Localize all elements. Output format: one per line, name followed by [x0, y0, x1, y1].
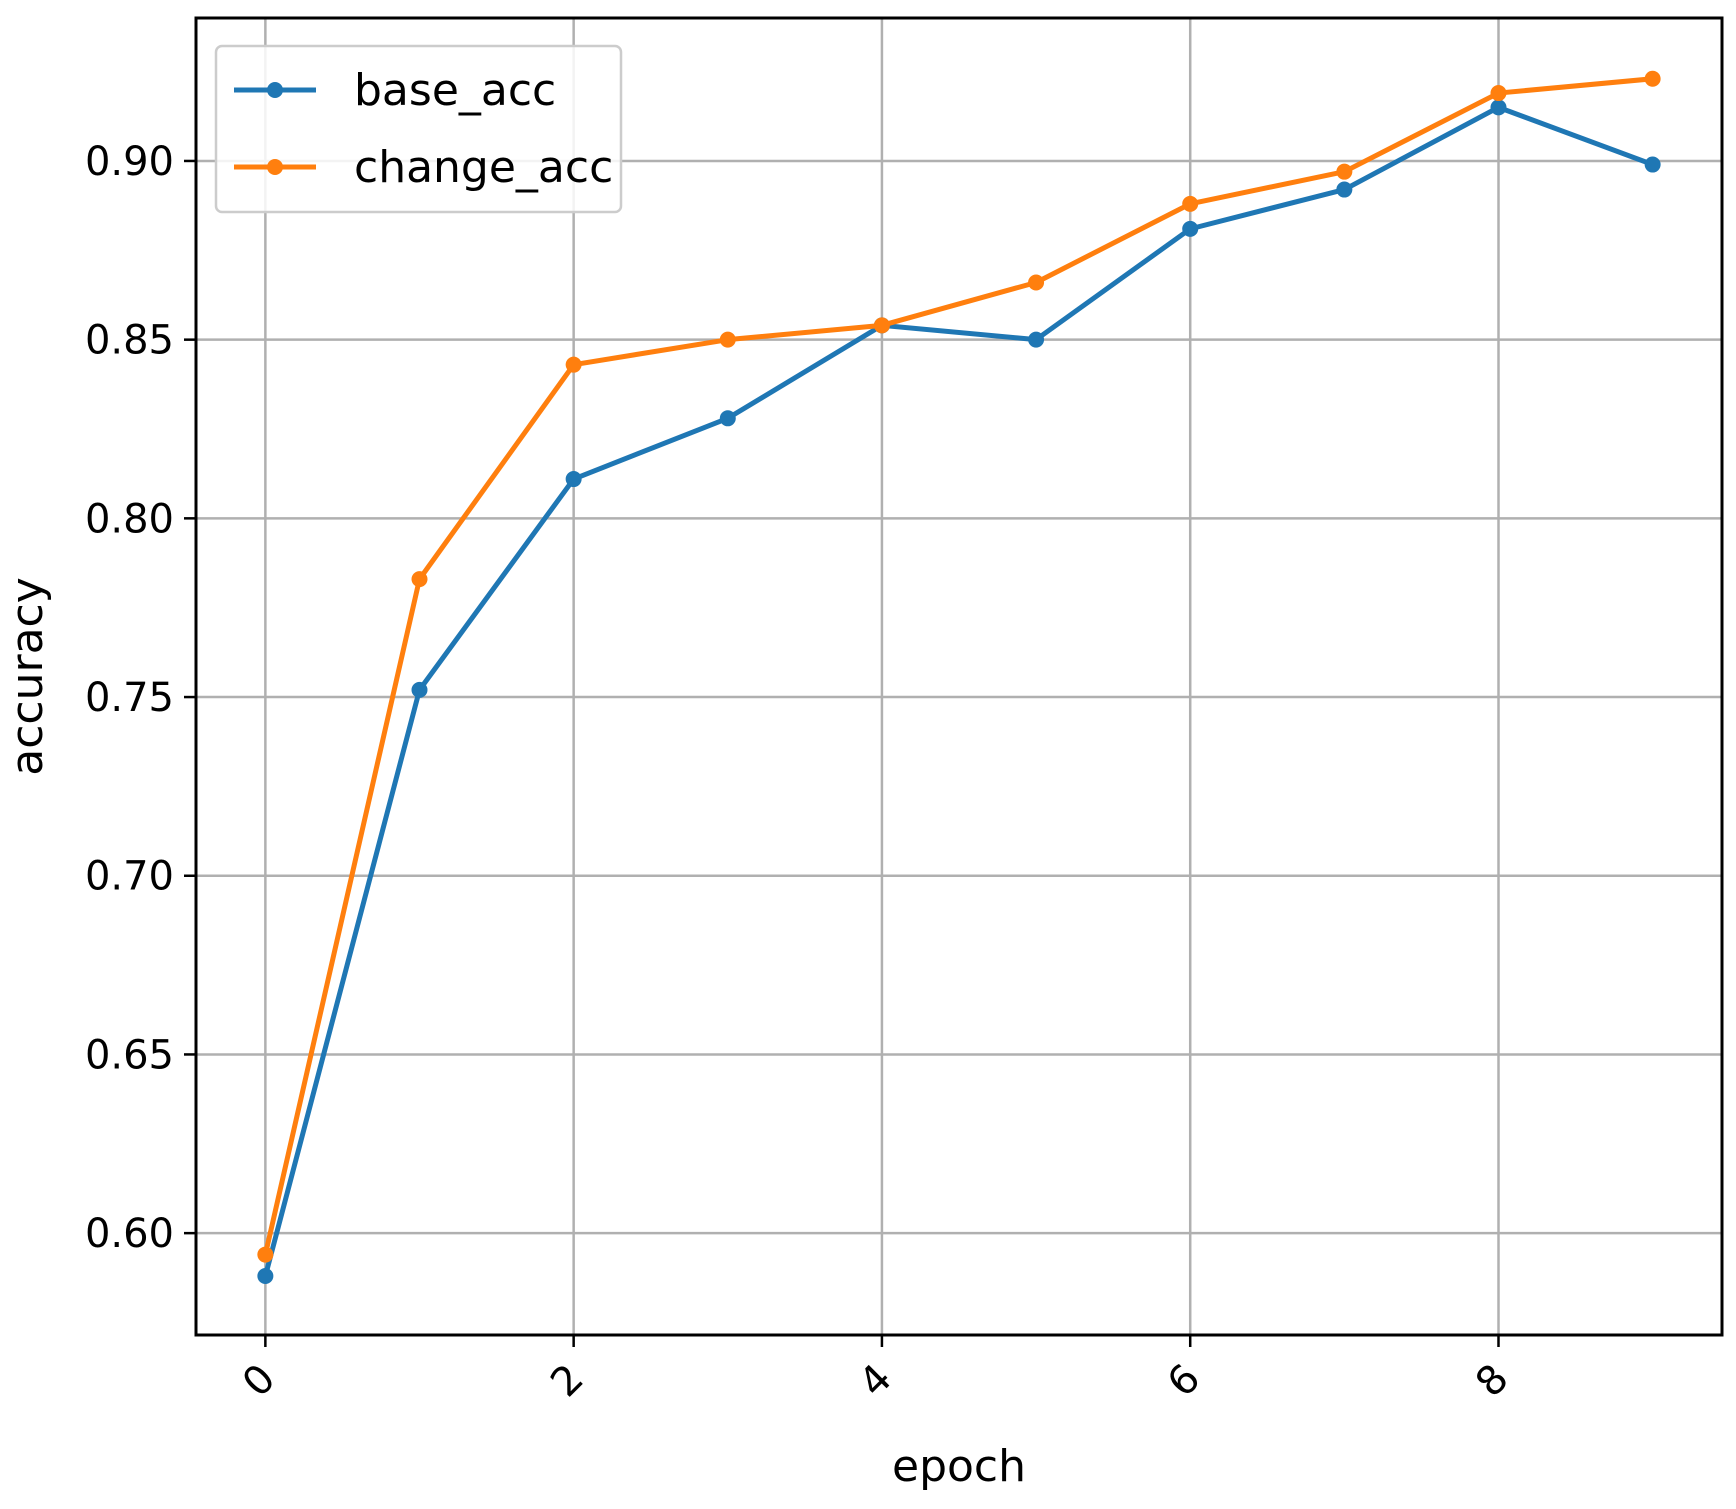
plot-frame	[194, 16, 1724, 1337]
series-group	[257, 70, 1661, 1285]
data-point	[411, 681, 428, 698]
data-point	[873, 317, 890, 334]
y-tick-label: 0.70	[85, 854, 174, 900]
data-point	[1028, 331, 1045, 348]
data-point	[257, 1246, 274, 1263]
data-point	[1182, 220, 1199, 237]
data-point	[1490, 99, 1507, 116]
legend-marker	[267, 82, 283, 98]
data-point	[565, 356, 582, 373]
series-base-acc	[257, 99, 1661, 1285]
data-point	[257, 1268, 274, 1285]
series-change-acc	[257, 70, 1661, 1263]
y-tick-label: 0.60	[85, 1211, 174, 1257]
data-point	[565, 471, 582, 488]
data-point	[1644, 70, 1661, 87]
y-axis-ticks: 0.60 0.65 0.70 0.75 0.80 0.85 0.90	[85, 139, 196, 1257]
y-tick-label: 0.90	[85, 139, 174, 185]
legend-marker	[267, 159, 283, 175]
data-point	[1028, 274, 1045, 291]
y-tick-label: 0.85	[85, 318, 174, 364]
series-line	[262, 104, 1656, 1279]
y-tick-label: 0.75	[85, 675, 174, 721]
series-line	[262, 76, 1656, 1258]
legend-label: base_acc	[354, 65, 556, 116]
legend-box	[214, 44, 623, 214]
y-tick-label: 0.80	[85, 496, 174, 542]
data-point	[1182, 195, 1199, 212]
data-point	[411, 571, 428, 588]
data-point	[1490, 85, 1507, 102]
data-point	[1644, 156, 1661, 173]
legend-entries: base_acc change_acc	[234, 65, 613, 193]
data-point	[719, 410, 736, 427]
x-axis-label: epoch	[892, 1441, 1026, 1492]
data-point	[719, 331, 736, 348]
data-point	[1336, 181, 1353, 198]
y-tick-label: 0.65	[85, 1032, 174, 1078]
legend-label: change_acc	[354, 142, 613, 193]
data-point	[1336, 163, 1353, 180]
y-axis-label: accuracy	[2, 577, 53, 776]
legend: base_acc change_acc	[214, 44, 623, 214]
